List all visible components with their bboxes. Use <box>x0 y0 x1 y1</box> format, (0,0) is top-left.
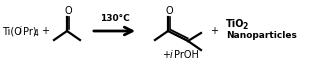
Text: i: i <box>19 26 21 36</box>
Text: 130°C: 130°C <box>100 14 129 23</box>
Text: 2: 2 <box>243 22 248 31</box>
Text: 4: 4 <box>33 29 38 38</box>
Text: +: + <box>162 50 170 60</box>
Text: +: + <box>41 26 49 36</box>
Text: O: O <box>64 6 72 15</box>
Text: Ti(O: Ti(O <box>2 26 22 36</box>
Text: Nanoparticles: Nanoparticles <box>226 30 297 40</box>
Text: Pr): Pr) <box>23 26 36 36</box>
Text: i: i <box>170 50 173 60</box>
Text: O: O <box>165 6 173 15</box>
Text: TiO: TiO <box>226 19 245 29</box>
Text: +: + <box>210 26 218 36</box>
Text: PrOH: PrOH <box>174 50 199 60</box>
